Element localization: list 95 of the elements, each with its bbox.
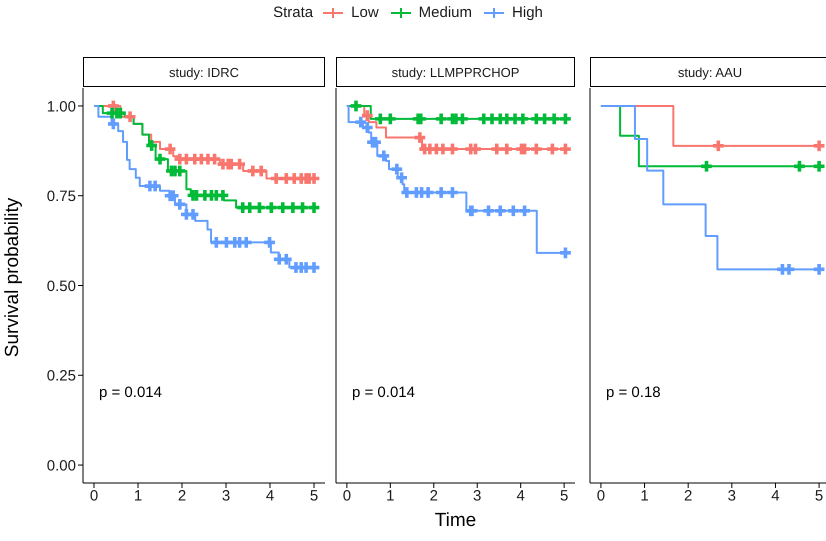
annotation: p = 0.18 bbox=[606, 384, 661, 401]
point bbox=[218, 190, 228, 201]
x-tick-label: 5 bbox=[560, 488, 568, 505]
point bbox=[560, 144, 571, 154]
point bbox=[266, 202, 277, 213]
chart-title: study: AAU bbox=[678, 64, 742, 80]
point bbox=[280, 254, 292, 265]
point bbox=[115, 108, 126, 119]
legend-label: High bbox=[512, 4, 543, 21]
y-tick-label: 0.00 bbox=[46, 457, 76, 474]
point bbox=[547, 144, 558, 154]
point bbox=[378, 150, 390, 162]
point bbox=[530, 144, 542, 154]
point bbox=[288, 202, 298, 213]
chart-title: study: LLMPPRCHOP bbox=[392, 64, 520, 80]
point bbox=[560, 114, 571, 124]
x-tick-label: 3 bbox=[728, 488, 736, 505]
point bbox=[164, 144, 176, 154]
point bbox=[519, 144, 530, 154]
y-tick-label: 0.75 bbox=[46, 188, 76, 206]
point bbox=[308, 262, 320, 273]
x-tick-label: 0 bbox=[342, 488, 352, 505]
legend-label: Medium bbox=[418, 4, 472, 21]
x-tick-label: 3 bbox=[222, 488, 230, 505]
point bbox=[422, 187, 434, 198]
point bbox=[447, 144, 458, 154]
y-tick-label: 1.00 bbox=[46, 98, 76, 116]
point bbox=[438, 144, 448, 154]
point bbox=[560, 247, 571, 258]
point bbox=[436, 114, 447, 124]
point bbox=[391, 164, 402, 175]
annotation: p = 0.014 bbox=[99, 384, 162, 401]
x-tick-label: 1 bbox=[134, 488, 142, 505]
point bbox=[501, 144, 512, 154]
point bbox=[146, 140, 158, 151]
point bbox=[256, 166, 267, 176]
x-axis-title: Time bbox=[434, 510, 478, 532]
point bbox=[548, 114, 560, 124]
x-tick-label: 2 bbox=[684, 488, 692, 505]
x-tick-label: 1 bbox=[640, 488, 649, 505]
point bbox=[108, 118, 119, 130]
annotation: p = 0.014 bbox=[352, 384, 415, 401]
x-tick-label: 1 bbox=[386, 488, 394, 505]
point bbox=[384, 114, 396, 124]
point bbox=[240, 237, 252, 248]
x-tick-label: 4 bbox=[771, 488, 780, 505]
x-tick-label: 2 bbox=[178, 488, 186, 505]
point bbox=[370, 136, 381, 148]
point bbox=[447, 187, 458, 198]
point bbox=[355, 116, 366, 128]
point bbox=[374, 114, 386, 124]
point bbox=[539, 114, 550, 124]
point bbox=[154, 154, 166, 164]
x-tick-label: 3 bbox=[473, 488, 482, 505]
point bbox=[494, 205, 506, 216]
point bbox=[210, 237, 222, 248]
point bbox=[362, 122, 373, 133]
point bbox=[491, 144, 502, 154]
point bbox=[254, 202, 265, 213]
point bbox=[401, 187, 412, 198]
point bbox=[270, 173, 282, 184]
point bbox=[415, 114, 426, 124]
point bbox=[519, 205, 530, 216]
x-tick-label: 2 bbox=[430, 488, 438, 505]
legend-title: Strata bbox=[273, 4, 314, 21]
point bbox=[188, 209, 198, 220]
point bbox=[362, 110, 373, 122]
x-tick-label: 5 bbox=[814, 488, 824, 505]
x-tick-label: 0 bbox=[90, 488, 98, 505]
point bbox=[124, 111, 136, 122]
point bbox=[414, 132, 426, 143]
x-tick-label: 4 bbox=[516, 488, 525, 505]
x-tick-label: 5 bbox=[310, 488, 318, 505]
chart-title: study: IDRC bbox=[168, 64, 240, 80]
x-tick-label: 0 bbox=[596, 488, 606, 505]
legend-label: Low bbox=[351, 4, 379, 21]
y-axis-title: Survival probability bbox=[2, 197, 23, 358]
point bbox=[457, 114, 468, 124]
point bbox=[234, 158, 246, 170]
point bbox=[264, 237, 275, 248]
point bbox=[508, 205, 519, 216]
point bbox=[209, 154, 220, 164]
point bbox=[483, 205, 494, 216]
point bbox=[396, 172, 407, 184]
y-tick-label: 0.25 bbox=[46, 368, 76, 385]
y-tick-label: 0.50 bbox=[46, 278, 76, 295]
point bbox=[297, 202, 308, 213]
x-tick-label: 4 bbox=[266, 488, 274, 505]
point bbox=[350, 100, 362, 112]
point bbox=[436, 187, 447, 198]
point bbox=[308, 202, 320, 213]
point bbox=[277, 202, 288, 213]
point bbox=[244, 202, 256, 213]
point bbox=[174, 198, 186, 210]
point bbox=[517, 114, 528, 124]
